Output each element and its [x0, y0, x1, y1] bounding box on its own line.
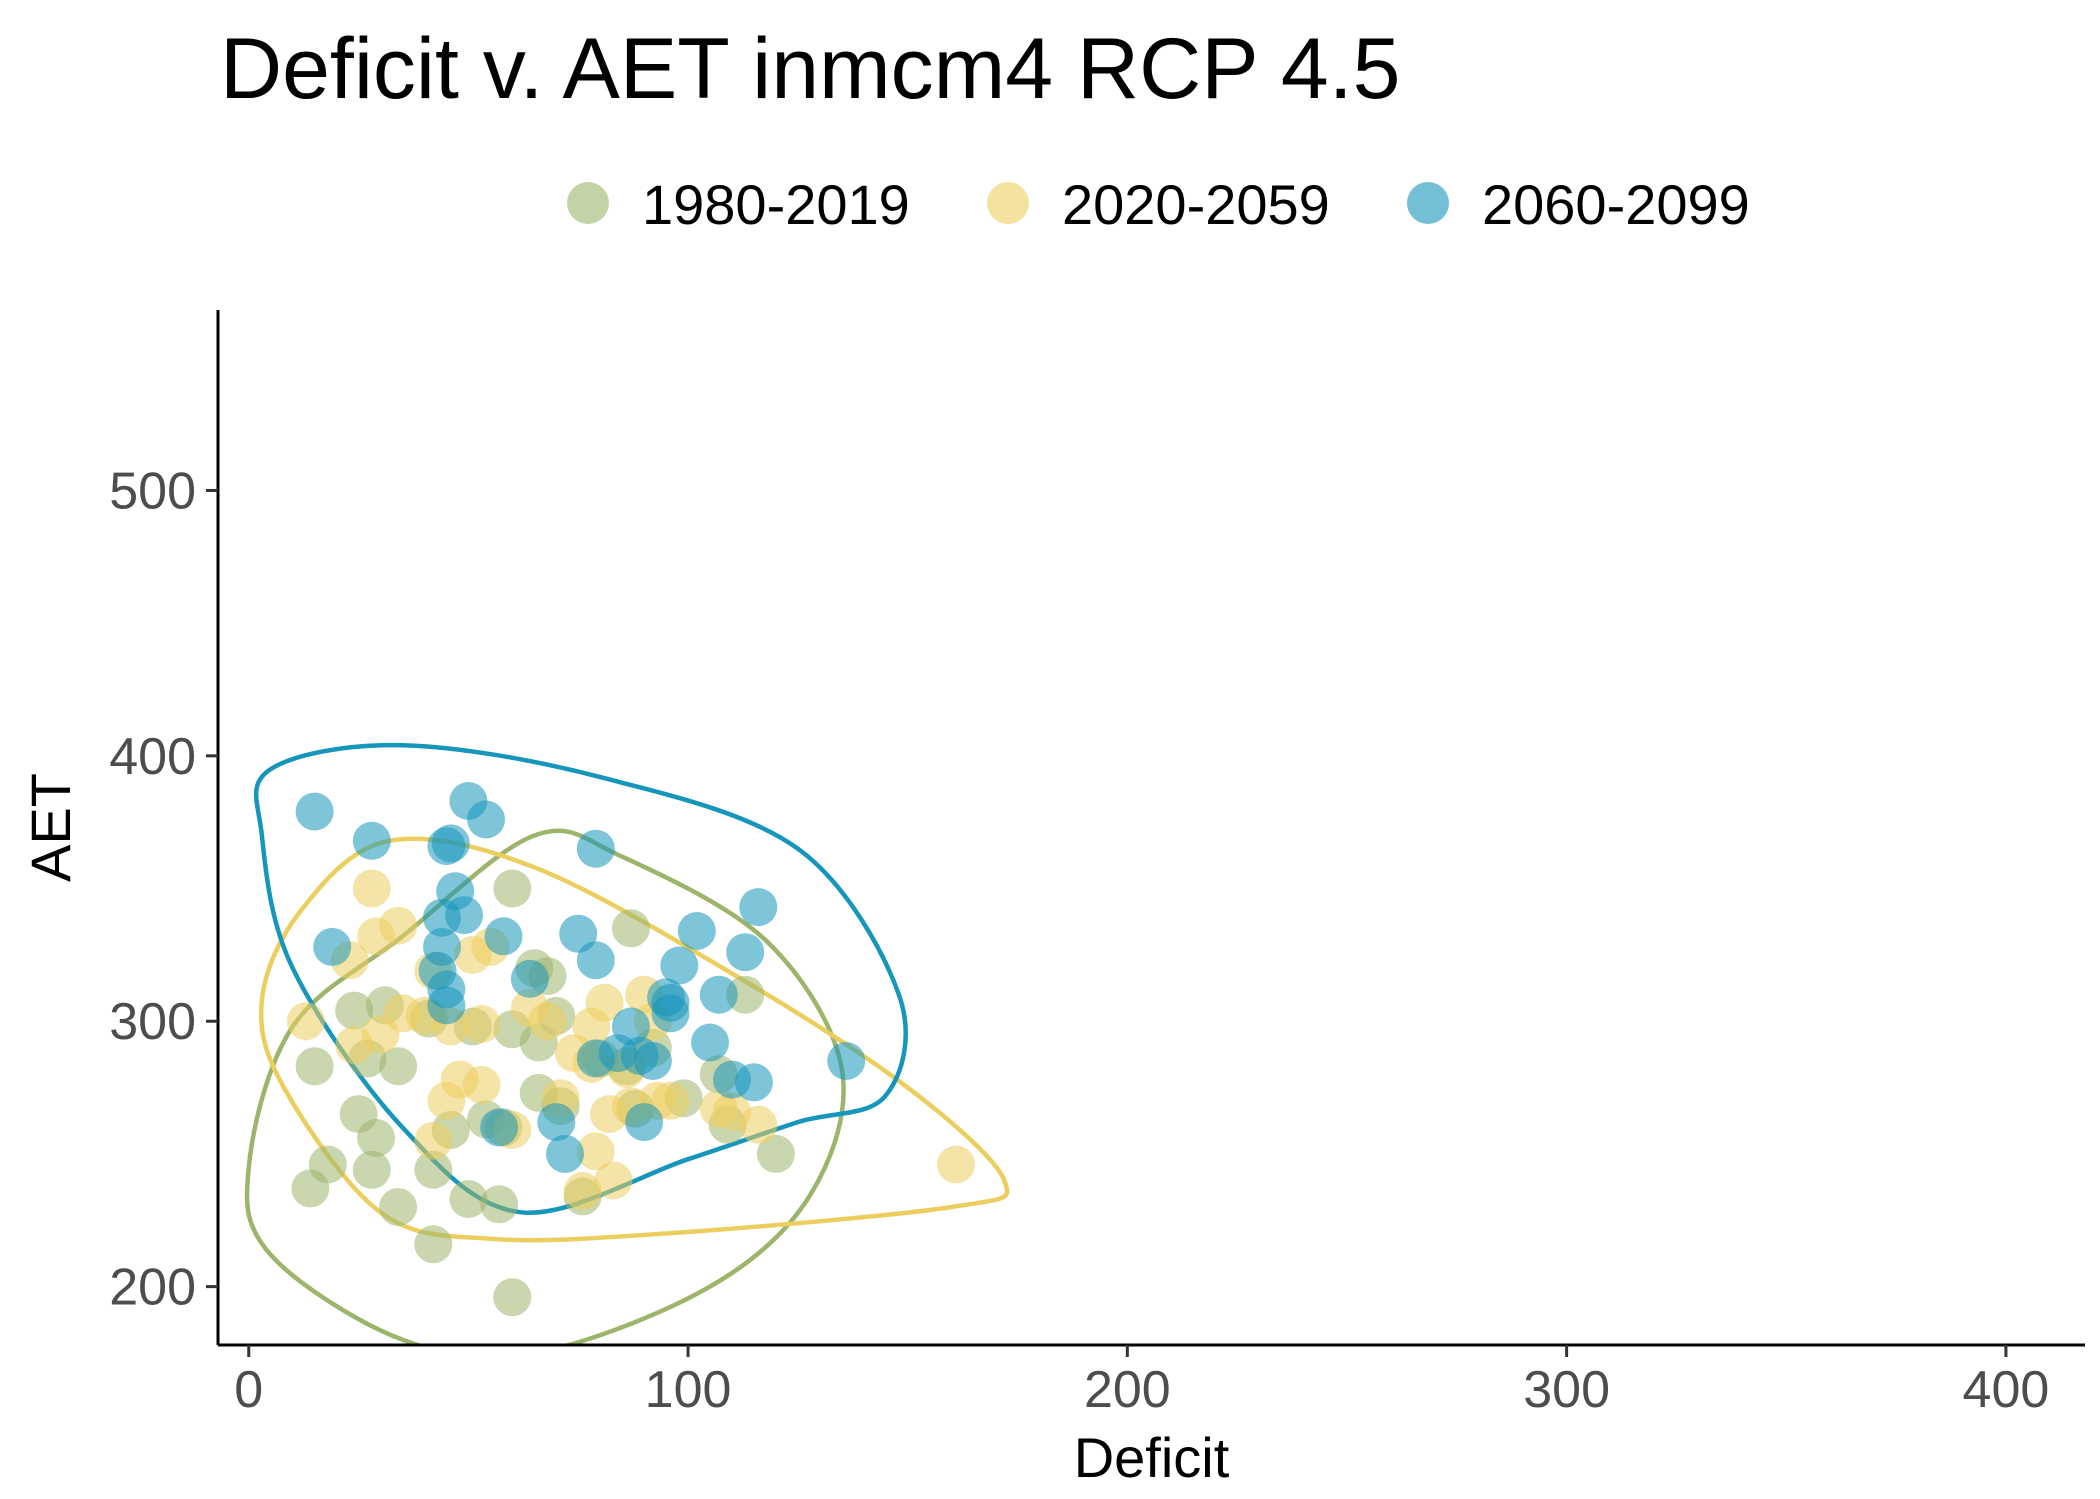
x-tick-label: 300 — [1523, 1361, 1610, 1419]
data-point-1980-2019 — [379, 1188, 418, 1226]
data-point-1980-2019 — [379, 1047, 418, 1086]
data-point-2060-2099 — [633, 1042, 672, 1080]
data-point-1980-2019 — [308, 1145, 347, 1184]
data-point-2060-2099 — [625, 1103, 664, 1142]
data-point-1980-2019 — [414, 1150, 453, 1189]
data-point-2060-2099 — [576, 941, 615, 980]
data-point-2060-2099 — [660, 946, 699, 985]
data-point-2060-2099 — [480, 1108, 519, 1147]
data-point-1980-2019 — [335, 991, 374, 1030]
data-point-2020-2059 — [576, 1132, 615, 1171]
data-point-2060-2099 — [546, 1134, 584, 1173]
data-point-2020-2059 — [286, 1002, 325, 1041]
data-point-2060-2099 — [467, 800, 505, 839]
legend-key-2060-2099 — [1407, 182, 1449, 224]
data-point-2060-2099 — [691, 1023, 729, 1062]
data-point-2020-2059 — [462, 1004, 501, 1043]
legend-label-2020-2059: 2020-2059 — [1062, 173, 1330, 236]
y-tick-label: 500 — [109, 462, 196, 520]
data-point-2020-2059 — [379, 906, 418, 945]
data-point-1980-2019 — [414, 1225, 453, 1264]
data-point-2020-2059 — [563, 1172, 602, 1211]
data-point-1980-2019 — [493, 869, 532, 908]
chart-title: Deficit v. AET inmcm4 RCP 4.5 — [220, 21, 1400, 117]
points-layer — [286, 782, 975, 1317]
legend-label-2060-2099: 2060-2099 — [1482, 173, 1750, 236]
data-point-2020-2059 — [352, 869, 391, 908]
y-tick-label: 400 — [109, 728, 196, 786]
data-point-1980-2019 — [493, 1278, 532, 1317]
data-point-2020-2059 — [528, 1002, 567, 1041]
data-point-2060-2099 — [510, 959, 549, 998]
data-point-2060-2099 — [734, 1063, 773, 1102]
data-point-2060-2099 — [576, 1039, 615, 1078]
ellipse-2060-2099 — [253, 742, 908, 1215]
data-point-2060-2099 — [295, 792, 334, 831]
data-point-2020-2059 — [594, 1161, 633, 1200]
data-point-2060-2099 — [537, 1103, 576, 1142]
data-point-2060-2099 — [431, 824, 470, 863]
legend-key-2020-2059 — [987, 182, 1029, 224]
data-point-2060-2099 — [677, 912, 716, 950]
data-point-1980-2019 — [726, 975, 765, 1014]
data-point-2060-2099 — [651, 983, 690, 1022]
data-point-2020-2059 — [739, 1105, 778, 1144]
data-point-2060-2099 — [699, 975, 738, 1014]
x-tick-label: 400 — [1963, 1361, 2050, 1419]
data-point-1980-2019 — [449, 1180, 488, 1218]
data-point-2060-2099 — [739, 888, 778, 927]
x-tick-label: 100 — [645, 1361, 732, 1419]
x-axis-title: Deficit — [1074, 1426, 1230, 1489]
data-point-1980-2019 — [352, 1150, 391, 1189]
data-point-1980-2019 — [756, 1134, 795, 1173]
data-point-2020-2059 — [651, 1081, 690, 1120]
data-point-1980-2019 — [295, 1047, 334, 1086]
x-tick-label: 200 — [1084, 1361, 1171, 1419]
legend-key-1980-2019 — [567, 182, 609, 224]
data-point-2060-2099 — [427, 986, 466, 1025]
data-point-2020-2059 — [440, 1060, 479, 1099]
data-point-2060-2099 — [352, 821, 391, 860]
x-tick-label: 0 — [234, 1361, 263, 1419]
data-point-2020-2059 — [585, 983, 624, 1022]
axes: 0 100 200 300 400 200 300 400 500 — [109, 310, 2085, 1419]
data-point-2060-2099 — [576, 829, 615, 868]
y-axis-title: AET — [19, 773, 82, 882]
data-point-1980-2019 — [357, 1119, 396, 1157]
data-point-1980-2019 — [611, 909, 650, 948]
data-point-1980-2019 — [480, 1185, 519, 1224]
legend: 1980-2019 2020-2059 2060-2099 — [567, 173, 1750, 236]
data-point-2060-2099 — [445, 896, 483, 935]
data-point-2020-2059 — [414, 1121, 453, 1160]
data-point-2060-2099 — [484, 917, 523, 956]
data-point-2060-2099 — [726, 933, 765, 972]
y-tick-label: 200 — [109, 1259, 196, 1317]
data-point-2060-2099 — [827, 1042, 866, 1080]
y-tick-label: 300 — [109, 993, 196, 1051]
data-point-2020-2059 — [937, 1145, 975, 1184]
legend-label-1980-2019: 1980-2019 — [642, 173, 910, 236]
data-point-2060-2099 — [313, 927, 352, 966]
